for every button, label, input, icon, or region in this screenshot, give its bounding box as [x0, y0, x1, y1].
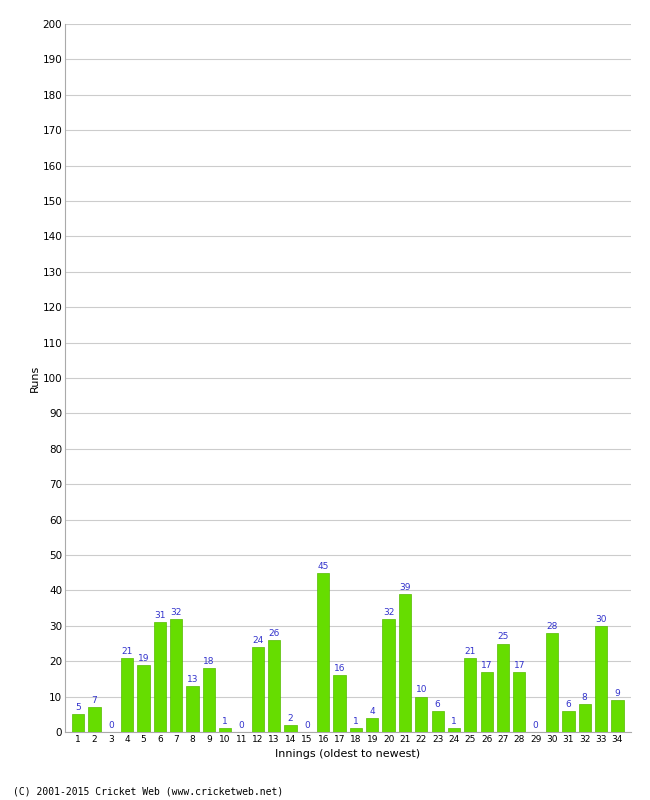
Bar	[268, 640, 280, 732]
Bar	[415, 697, 428, 732]
Bar	[317, 573, 330, 732]
Bar	[137, 665, 150, 732]
Bar	[72, 714, 84, 732]
Text: 32: 32	[383, 607, 395, 617]
Bar	[611, 700, 623, 732]
Text: 1: 1	[222, 718, 228, 726]
Bar	[448, 729, 460, 732]
Bar	[432, 710, 444, 732]
Text: 19: 19	[138, 654, 150, 662]
Bar	[285, 725, 296, 732]
Text: 0: 0	[533, 721, 539, 730]
Text: 17: 17	[481, 661, 493, 670]
Text: 1: 1	[451, 718, 457, 726]
Bar	[121, 658, 133, 732]
Bar	[382, 618, 395, 732]
Text: 1: 1	[353, 718, 359, 726]
Text: 9: 9	[614, 689, 620, 698]
Bar	[514, 672, 525, 732]
Bar	[333, 675, 346, 732]
Text: 2: 2	[288, 714, 293, 722]
Text: 21: 21	[122, 646, 133, 655]
Text: 16: 16	[334, 664, 345, 674]
Bar	[252, 647, 264, 732]
Bar	[170, 618, 182, 732]
Text: 39: 39	[399, 583, 411, 592]
Y-axis label: Runs: Runs	[30, 364, 40, 392]
Text: 0: 0	[239, 721, 244, 730]
Text: 5: 5	[75, 703, 81, 712]
Bar	[546, 633, 558, 732]
Text: 13: 13	[187, 675, 198, 684]
Text: 17: 17	[514, 661, 525, 670]
Text: 24: 24	[252, 636, 263, 645]
Text: 32: 32	[170, 607, 182, 617]
Text: 0: 0	[304, 721, 310, 730]
Bar	[578, 704, 591, 732]
Bar	[187, 686, 199, 732]
Text: 18: 18	[203, 657, 215, 666]
Text: 0: 0	[108, 721, 114, 730]
Text: 21: 21	[465, 646, 476, 655]
Text: 10: 10	[415, 686, 427, 694]
X-axis label: Innings (oldest to newest): Innings (oldest to newest)	[275, 750, 421, 759]
Text: 31: 31	[154, 611, 166, 620]
Text: 4: 4	[369, 706, 375, 716]
Bar	[366, 718, 378, 732]
Text: 45: 45	[318, 562, 329, 570]
Bar	[203, 668, 215, 732]
Text: 6: 6	[435, 700, 441, 709]
Text: 6: 6	[566, 700, 571, 709]
Bar	[399, 594, 411, 732]
Text: 8: 8	[582, 693, 588, 702]
Text: 25: 25	[497, 632, 509, 642]
Bar	[219, 729, 231, 732]
Text: (C) 2001-2015 Cricket Web (www.cricketweb.net): (C) 2001-2015 Cricket Web (www.cricketwe…	[13, 786, 283, 796]
Bar	[153, 622, 166, 732]
Text: 7: 7	[92, 696, 98, 705]
Bar	[480, 672, 493, 732]
Bar	[497, 643, 509, 732]
Bar	[464, 658, 476, 732]
Text: 26: 26	[268, 629, 280, 638]
Bar	[595, 626, 607, 732]
Text: 30: 30	[595, 614, 607, 624]
Bar	[350, 729, 362, 732]
Bar	[88, 707, 101, 732]
Bar	[562, 710, 575, 732]
Text: 28: 28	[547, 622, 558, 630]
